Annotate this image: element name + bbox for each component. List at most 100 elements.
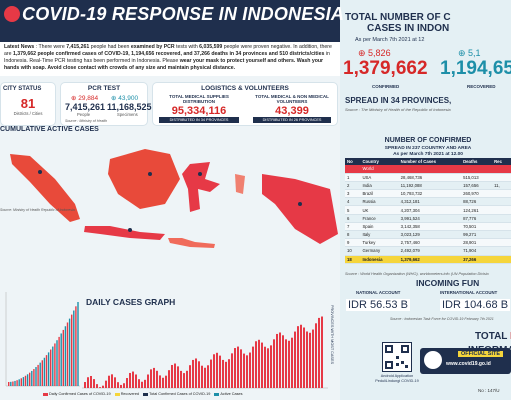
daily-cases-chart xyxy=(82,316,328,389)
city-status-title: CITY STATUS xyxy=(3,86,42,92)
news-tests: 7,415,261 xyxy=(66,44,90,50)
daily-bar xyxy=(207,365,209,388)
table-cell xyxy=(345,165,361,174)
table-cell: 99,271 xyxy=(461,230,493,240)
table-cell: Spain xyxy=(360,222,399,232)
recovered-delta-value: 5,1 xyxy=(468,48,481,58)
daily-bar xyxy=(258,339,260,388)
daily-bar xyxy=(126,378,128,388)
table-cell: 87,776 xyxy=(461,214,493,223)
confirmed-delta-value: 5,826 xyxy=(368,48,391,58)
table-cell: 1 xyxy=(345,173,361,182)
map-title: CUMULATIVE ACTIVE CASES xyxy=(0,126,99,133)
national-account-label: NATIONAL ACCOUNT xyxy=(356,290,401,295)
legend-swatch-active xyxy=(214,392,220,396)
table-cell: Germany xyxy=(360,246,399,256)
table-cell xyxy=(492,189,511,199)
cumulative-bar xyxy=(64,326,67,386)
table-cell: Italy xyxy=(360,230,399,240)
legend-total: Total Confirmed Cases of COVID-19 xyxy=(149,392,211,396)
daily-bar xyxy=(87,377,89,388)
qr-code-icon[interactable] xyxy=(382,342,412,372)
pcr-specimens: 11,168,525 xyxy=(107,102,152,112)
table-row: 8 Italy 3,023,129 99,271 xyxy=(345,230,511,240)
pcr-delta-people: ⊕ 29,884 xyxy=(71,95,99,102)
daily-bar xyxy=(153,367,155,388)
table-cell: 11,192,088 xyxy=(398,181,462,191)
cumulative-bar xyxy=(12,381,14,386)
table-cell xyxy=(492,246,511,256)
table-row: 5 UK 4,207,304 124,261 xyxy=(345,205,511,215)
map-kalimantan xyxy=(108,149,180,209)
pcr-people-label: People xyxy=(77,112,91,117)
daily-bar xyxy=(282,335,284,388)
qr-pattern xyxy=(385,345,409,369)
totals-as-per: As per March 7th 2021 at 12 xyxy=(355,37,425,43)
daily-bar xyxy=(222,359,224,388)
pcr-delta-people-value: 29,884 xyxy=(78,95,99,102)
supplies-value: 95,334,116 xyxy=(171,105,227,117)
daily-bar xyxy=(255,341,257,388)
daily-bar xyxy=(90,375,92,388)
daily-bar xyxy=(303,327,305,388)
world-cases-table: No Country Number of Cases Deaths Rec Wo… xyxy=(345,158,511,264)
news-text: : There were xyxy=(34,44,67,50)
table-cell: 18 xyxy=(345,255,361,264)
table-cell xyxy=(492,173,511,182)
pcr-specimens-label: Specimens xyxy=(117,112,138,117)
world-title: NUMBER OF CONFIRMED xyxy=(384,137,472,144)
page-title: COVID-19 RESPONSE IN INDONESIA xyxy=(22,4,345,24)
daily-bar xyxy=(216,352,218,388)
world-source: Source : World Health Organization (WHO)… xyxy=(345,272,489,276)
cumulative-bar xyxy=(20,378,22,386)
news-text: tests with xyxy=(174,44,200,50)
table-cell: 70,501 xyxy=(461,222,493,232)
table-cell: 3,023,129 xyxy=(398,230,462,240)
cumulative-bar xyxy=(56,340,58,386)
map-maluku xyxy=(235,174,245,194)
daily-bar xyxy=(309,332,311,388)
daily-bar xyxy=(162,377,164,388)
daily-chart-title: DAILY CASES GRAPH xyxy=(86,297,176,307)
legend-swatch-daily xyxy=(43,392,48,396)
daily-bar xyxy=(240,349,242,388)
cumulative-bar xyxy=(37,364,39,386)
cumulative-bar xyxy=(33,369,35,386)
daily-bar xyxy=(231,353,233,388)
table-header-row: No Country Number of Cases Deaths Rec xyxy=(345,158,511,165)
table-cell: Indonesia xyxy=(360,255,399,264)
cumulative-bar xyxy=(68,318,71,386)
official-site-link[interactable]: www.covid19.go.id xyxy=(446,361,491,367)
table-row: 3 Brazil 10,793,732 260,970 xyxy=(345,189,511,199)
table-row: 7 Spain 3,142,358 70,501 xyxy=(345,222,511,232)
virus-icon xyxy=(4,6,20,22)
volunteers-label: TOTAL MEDICAL & NON MEDICAL VOLUNTEERS xyxy=(255,94,329,104)
daily-bar xyxy=(285,339,287,388)
table-cell: 124,261 xyxy=(461,205,493,215)
world-subtitle-2: As per March 7th 2021 at 12.00 xyxy=(393,151,463,157)
daily-bar xyxy=(237,346,239,388)
daily-bar xyxy=(300,324,302,388)
international-account-label: INTERNATIONAL ACCOUNT xyxy=(440,290,498,295)
confirmed-label: CONFIRMED xyxy=(372,84,400,89)
table-cell: 515,013 xyxy=(461,173,493,182)
table-cell: USA xyxy=(360,173,399,182)
totals-title: TOTAL NUMBER OF C CASES IN INDON xyxy=(345,12,451,34)
col-no: No xyxy=(345,158,361,165)
legend-recovered: Recovered xyxy=(120,392,140,396)
city-status-card: CITY STATUS 81 Districts / Cities xyxy=(0,82,56,126)
daily-bar xyxy=(267,348,269,388)
table-cell xyxy=(492,238,511,248)
col-cases: Number of Cases xyxy=(398,158,462,165)
table-cell: 71,904 xyxy=(461,246,493,256)
indonesia-map xyxy=(10,149,338,248)
news-text: in Indonesia. Real-Time PCR testing has … xyxy=(4,51,330,64)
table-cell: Brazil xyxy=(360,189,399,199)
daily-bar xyxy=(273,339,275,388)
cumulative-bar xyxy=(26,374,29,386)
daily-bar xyxy=(147,374,149,388)
daily-bar xyxy=(192,359,194,388)
daily-bar xyxy=(279,332,281,388)
table-cell xyxy=(398,165,462,174)
cumulative-bar xyxy=(77,302,79,386)
